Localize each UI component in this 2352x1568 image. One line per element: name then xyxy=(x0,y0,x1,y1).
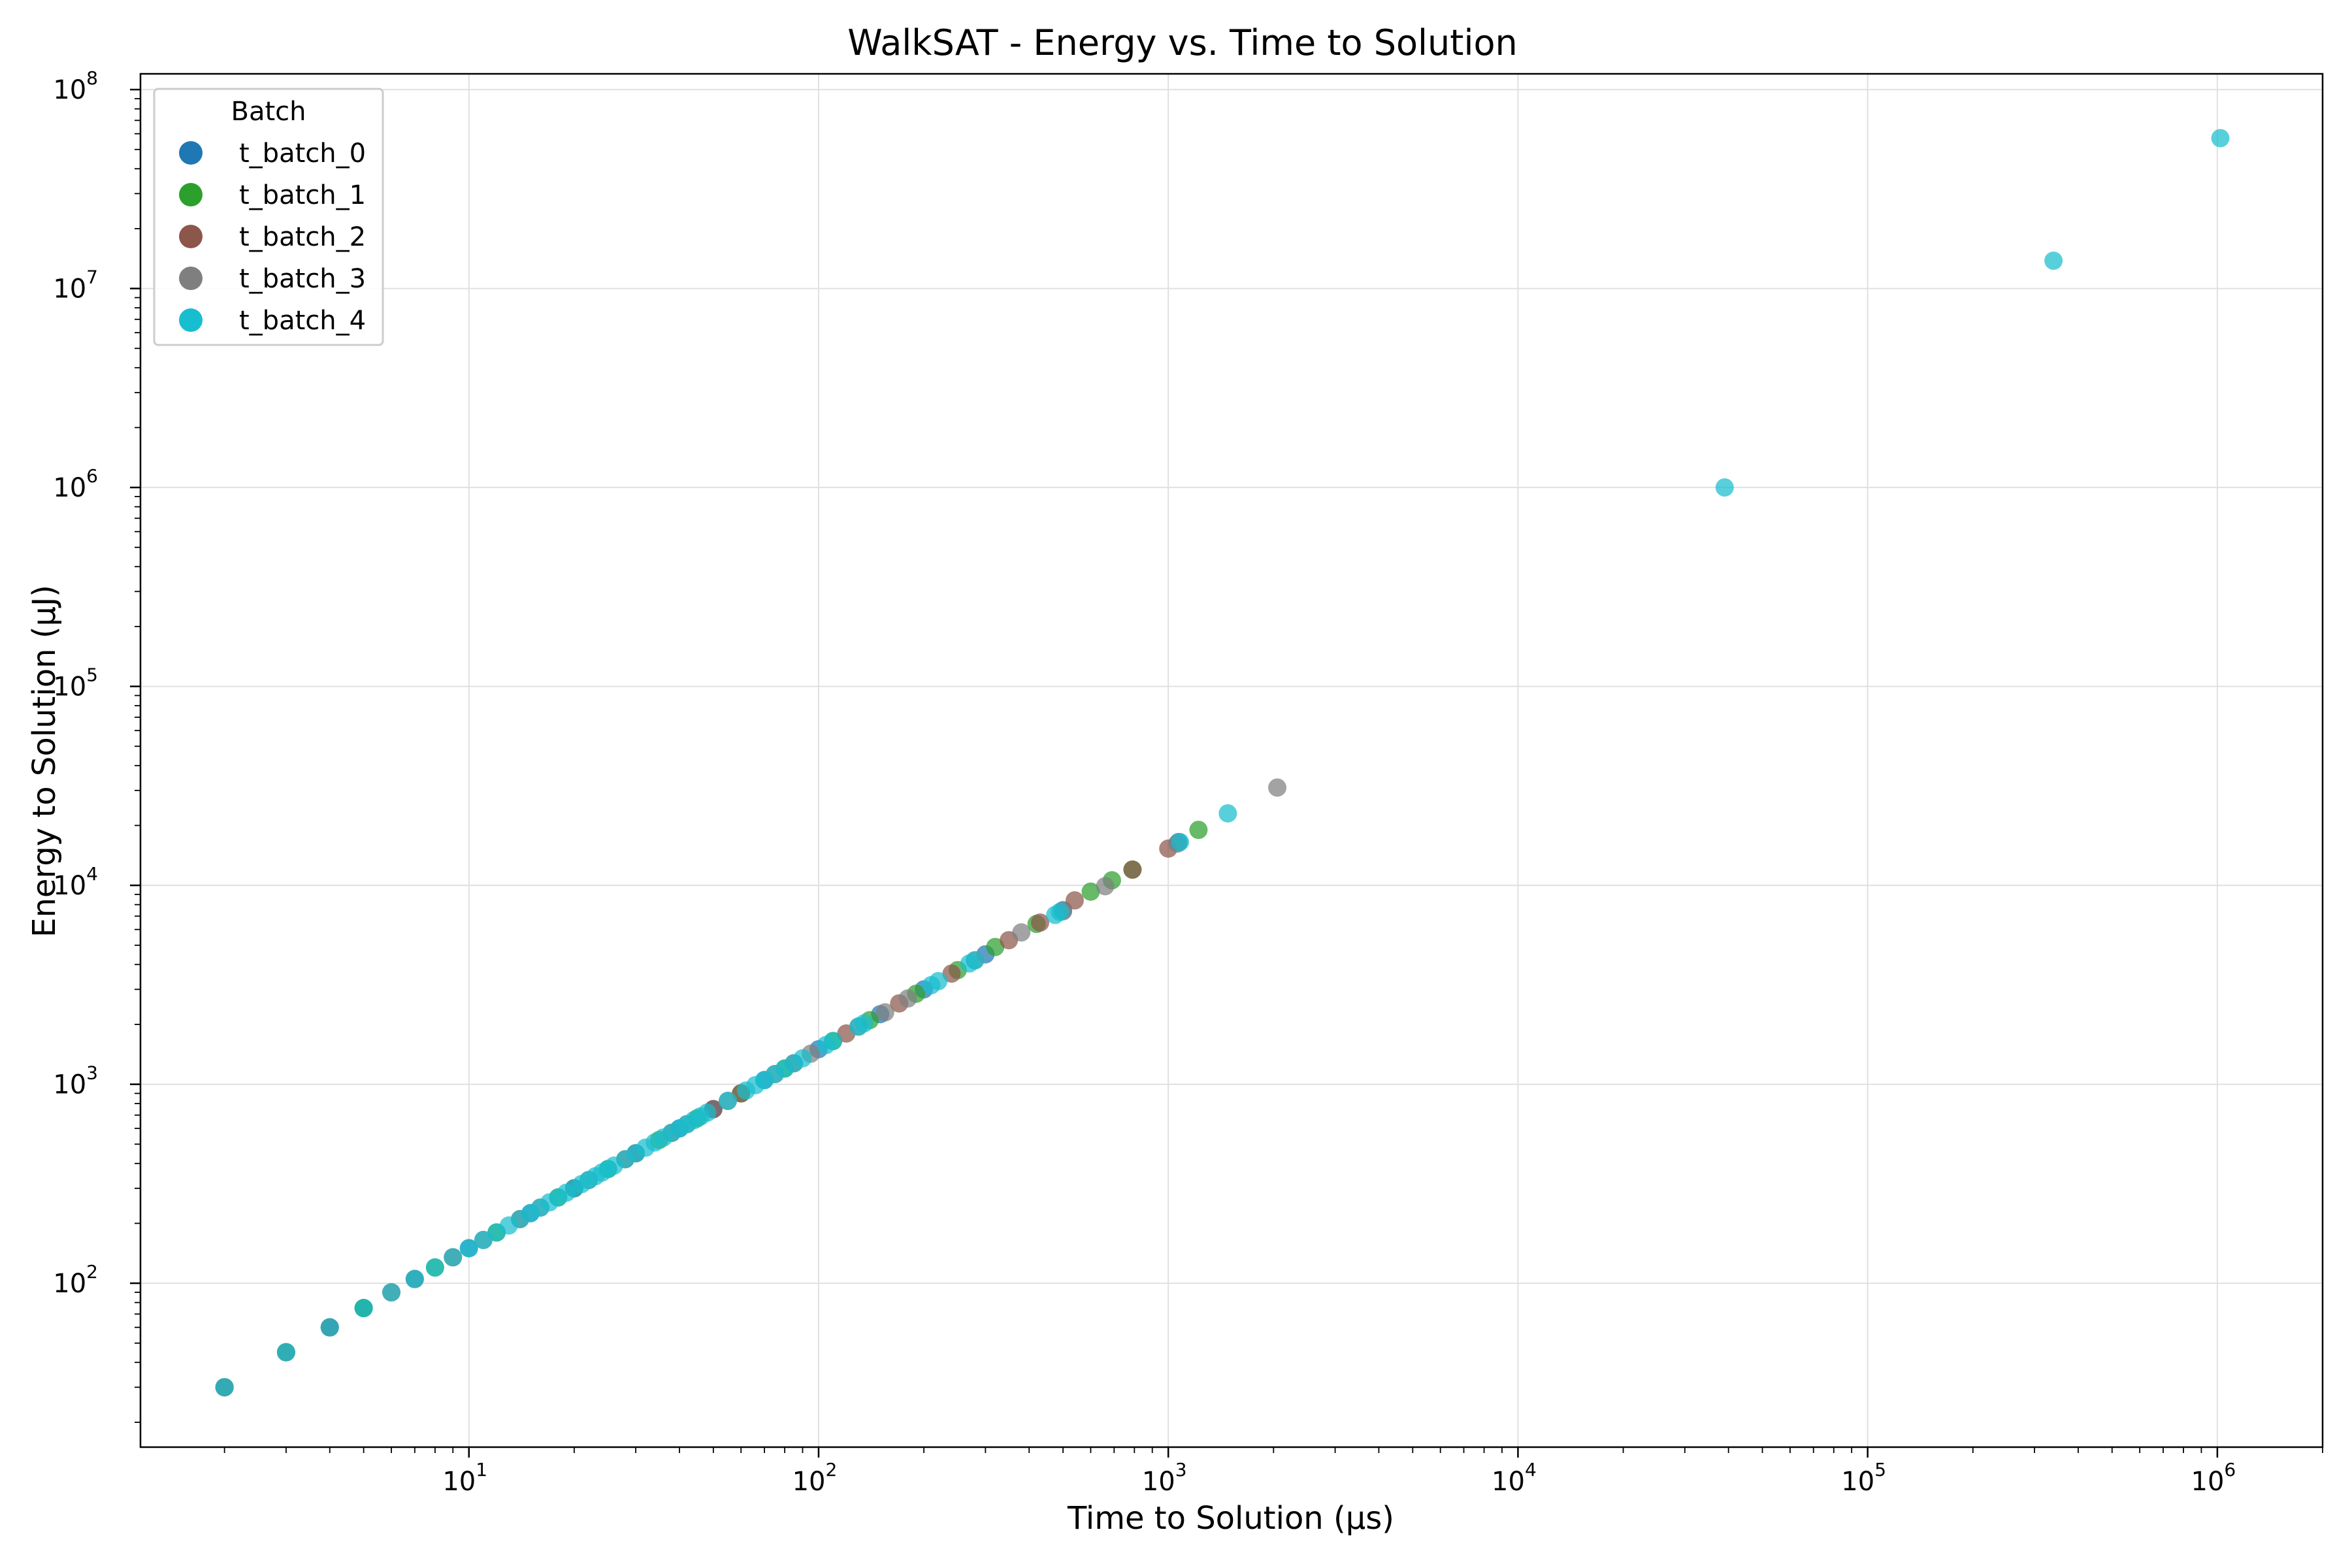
data-point xyxy=(2044,252,2063,270)
plot-frame xyxy=(139,73,2324,1448)
data-point xyxy=(793,1049,812,1068)
data-point xyxy=(698,1103,717,1122)
data-point xyxy=(215,1378,234,1397)
legend-label: t_batch_0 xyxy=(239,139,366,169)
data-point xyxy=(1081,882,1100,901)
data-point xyxy=(875,1003,894,1022)
data-point xyxy=(444,1248,463,1267)
y-tick-label: 105 xyxy=(53,664,98,702)
x-tick-label: 101 xyxy=(442,1459,487,1497)
data-point xyxy=(1715,478,1734,497)
data-point xyxy=(2211,129,2230,148)
legend-entry: t_batch_0 xyxy=(179,139,366,169)
data-point xyxy=(986,938,1005,956)
series-t_batch_4 xyxy=(215,129,2230,1397)
legend: Batch t_batch_0 t_batch_1 t_batch_2 t_batch… xyxy=(153,88,384,346)
y-tick-label: 106 xyxy=(53,465,98,503)
data-point xyxy=(1012,923,1031,942)
data-point xyxy=(382,1283,401,1302)
data-point xyxy=(459,1239,478,1258)
data-points xyxy=(215,129,2230,1397)
data-point xyxy=(1268,778,1287,797)
y-axis-label: Energy to Solution (µJ) xyxy=(26,585,63,938)
y-tick-label: 102 xyxy=(53,1261,98,1299)
legend-label: t_batch_1 xyxy=(239,180,366,210)
x-tick-label: 102 xyxy=(792,1459,838,1497)
x-tick-label: 106 xyxy=(2191,1459,2236,1497)
tick-labels: 101 102 103 104 105 106 102 103 104 105 106 107 108 xyxy=(53,67,2236,1497)
data-point xyxy=(898,989,917,1008)
legend-title: Batch xyxy=(231,97,306,127)
legend-marker xyxy=(179,267,203,290)
legend-label: t_batch_2 xyxy=(239,222,366,252)
data-point xyxy=(966,951,985,970)
data-point xyxy=(1031,913,1050,932)
data-point xyxy=(1123,860,1142,879)
x-tick-label: 103 xyxy=(1142,1459,1187,1497)
legend-marker xyxy=(179,308,203,332)
legend-entry: t_batch_3 xyxy=(179,264,366,294)
legend-label: t_batch_4 xyxy=(239,306,366,336)
legend-marker xyxy=(179,183,203,206)
data-point xyxy=(1218,804,1237,823)
x-tick-label: 104 xyxy=(1492,1459,1537,1497)
x-tick-label: 105 xyxy=(1841,1459,1886,1497)
data-point xyxy=(824,1032,843,1051)
y-tick-label: 103 xyxy=(53,1062,98,1100)
legend-label: t_batch_3 xyxy=(239,264,366,294)
axes xyxy=(139,73,2324,1448)
data-point xyxy=(929,972,948,990)
legend-entry: t_batch_2 xyxy=(179,222,366,252)
data-point xyxy=(320,1318,339,1337)
x-axis-label: Time to Solution (µs) xyxy=(1067,1500,1394,1537)
legend-entry: t_batch_4 xyxy=(179,306,366,336)
data-point xyxy=(276,1343,295,1362)
data-point xyxy=(1096,877,1115,896)
y-tick-label: 108 xyxy=(53,67,98,105)
data-point xyxy=(1189,821,1208,840)
legend-entry: t_batch_1 xyxy=(179,180,366,210)
y-tick-label: 107 xyxy=(53,267,98,304)
legend-frame xyxy=(153,88,384,346)
data-point xyxy=(354,1299,373,1318)
data-point xyxy=(405,1269,424,1288)
data-point xyxy=(1051,902,1070,921)
data-point xyxy=(719,1092,738,1111)
data-point xyxy=(425,1258,444,1277)
legend-marker xyxy=(179,225,203,248)
y-tick-label: 104 xyxy=(53,863,98,901)
data-point xyxy=(1171,832,1190,851)
tick-marks xyxy=(130,88,2323,1458)
data-point xyxy=(1065,891,1084,910)
data-point xyxy=(855,1014,874,1033)
chart-title: WalkSAT - Energy vs. Time to Solution xyxy=(847,22,1517,63)
grid-lines xyxy=(140,74,2323,1447)
legend-marker xyxy=(179,141,203,165)
